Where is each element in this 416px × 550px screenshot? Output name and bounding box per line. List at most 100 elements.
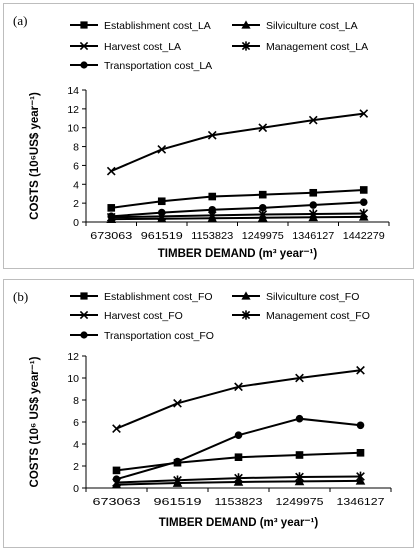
data-point — [356, 449, 365, 457]
series-line-5 — [111, 201, 364, 218]
legend-marker-1 — [80, 21, 88, 29]
data-point — [173, 398, 182, 408]
data-point — [157, 208, 166, 217]
y-tick-label: 2 — [73, 198, 79, 210]
data-point — [112, 424, 121, 433]
x-tick-label: 1153823 — [215, 496, 263, 508]
y-tick-label: 10 — [67, 373, 79, 385]
axes: 0 2 4 6 8 10 12 673063 961519 1153823 1249975 13461… — [67, 351, 392, 508]
legend-marker-3 — [79, 41, 89, 51]
y-tick-label: 4 — [73, 439, 79, 451]
data-point — [295, 451, 304, 459]
legend-label-4: Management cost_LA — [266, 41, 368, 53]
y-tick-label: 14 — [67, 85, 79, 97]
data-point — [359, 208, 369, 219]
legend-item-2: Silviculture cost_LA — [232, 20, 358, 32]
y-tick-label: 12 — [67, 351, 79, 363]
legend-label-5: Transportation cost_LA — [104, 60, 212, 72]
legend-label-5: Transportation cost_FO — [104, 330, 214, 342]
data-point — [308, 209, 318, 219]
data-point — [356, 421, 365, 430]
y-tick-label: 8 — [73, 142, 79, 154]
series-line-1 — [111, 188, 364, 209]
data-point — [356, 471, 365, 482]
legend-item-3: Harvest cost_LA — [70, 41, 181, 53]
chart-panel-b: (b) Establishment cost_FO Silviculture cos… — [3, 279, 414, 548]
y-tick-label: 6 — [73, 160, 79, 172]
x-tick-label: 673063 — [93, 496, 141, 508]
data-point — [157, 145, 167, 154]
data-point — [359, 109, 369, 118]
line-chart-a: (a) Establishment cost_LA Silviculture cos… — [13, 13, 390, 260]
legend-marker-5 — [80, 331, 88, 339]
x-tick-label: 961519 — [141, 230, 183, 242]
series-line-3 — [110, 112, 364, 173]
series-4 — [106, 208, 369, 223]
data-point — [173, 457, 182, 466]
legend-item-1: Establishment cost_LA — [70, 20, 211, 32]
series-1 — [107, 186, 368, 212]
data-point — [308, 115, 318, 125]
y-tick-label: 0 — [73, 217, 79, 229]
data-point — [207, 130, 217, 140]
data-point — [234, 453, 243, 461]
legend-item-1: Establishment cost_FO — [70, 291, 213, 303]
x-tick-label: 1346127 — [337, 496, 385, 508]
legend-label-3: Harvest cost_LA — [104, 41, 181, 53]
line-chart-b: (b) Establishment cost_FO Silviculture cos… — [13, 289, 392, 529]
series-5 — [112, 414, 365, 483]
data-point — [234, 382, 243, 392]
legend-label-2: Silviculture cost_FO — [266, 291, 359, 303]
data-point — [356, 365, 365, 375]
legend-item-5: Transportation cost_LA — [70, 60, 212, 72]
data-point — [295, 414, 304, 423]
x-tick-label: 1442279 — [343, 230, 385, 242]
series-line-2 — [111, 215, 364, 221]
y-axis-title: COSTS (10⁶ US$ year⁻¹) — [29, 356, 41, 487]
y-tick-label: 0 — [73, 483, 79, 495]
x-tick-label: 1249975 — [242, 230, 284, 242]
data-point — [295, 472, 304, 482]
x-tick-label: 673063 — [90, 230, 132, 242]
legend-label-2: Silviculture cost_LA — [266, 20, 358, 32]
data-point — [107, 204, 116, 212]
data-point — [258, 123, 268, 133]
panel-b-label: (b) — [13, 289, 28, 304]
y-axis-title: COSTS (10⁶US$ year⁻¹) — [29, 92, 41, 220]
panel-a-label: (a) — [13, 13, 27, 28]
series-line-4 — [111, 212, 364, 219]
legend-marker-4 — [241, 310, 251, 320]
legend-item-4: Management cost_FO — [232, 310, 370, 322]
data-point — [258, 204, 267, 212]
axes: 0 2 4 6 8 10 12 14 673063 961519 1153823 1249975 134… — [67, 85, 390, 242]
data-point — [309, 201, 318, 209]
legend-label-1: Establishment cost_FO — [104, 291, 213, 303]
y-tick-label: 8 — [73, 395, 79, 407]
x-axis-title: TIMBER DEMAND (m³ year⁻¹) — [159, 517, 319, 529]
legend-marker-3 — [79, 310, 89, 320]
legend-item-4: Management cost_LA — [232, 41, 368, 53]
legend-marker-4 — [241, 41, 251, 51]
legend-label-4: Management cost_FO — [266, 310, 370, 322]
data-point — [309, 188, 318, 197]
y-tick-label: 12 — [67, 104, 79, 116]
series-3 — [112, 365, 365, 433]
data-point — [106, 166, 116, 176]
legend-marker-2 — [241, 20, 251, 29]
data-point — [359, 186, 368, 194]
legend-label-1: Establishment cost_LA — [104, 20, 211, 32]
x-axis-title: TIMBER DEMAND (m³ year⁻¹) — [158, 248, 318, 260]
legend-marker-1 — [80, 292, 88, 300]
y-tick-label: 10 — [67, 123, 79, 135]
legend-marker-5 — [80, 61, 88, 69]
legend-marker-2 — [241, 291, 251, 300]
y-tick-label: 6 — [73, 417, 79, 429]
x-tick-label: 1346127 — [292, 230, 334, 242]
x-tick-label: 961519 — [154, 496, 202, 508]
data-point — [234, 431, 243, 439]
legend-item-3: Harvest cost_FO — [70, 310, 183, 322]
data-point — [359, 198, 368, 206]
y-tick-label: 2 — [73, 461, 79, 473]
legend-label-3: Harvest cost_FO — [104, 310, 183, 322]
data-point — [107, 212, 116, 221]
